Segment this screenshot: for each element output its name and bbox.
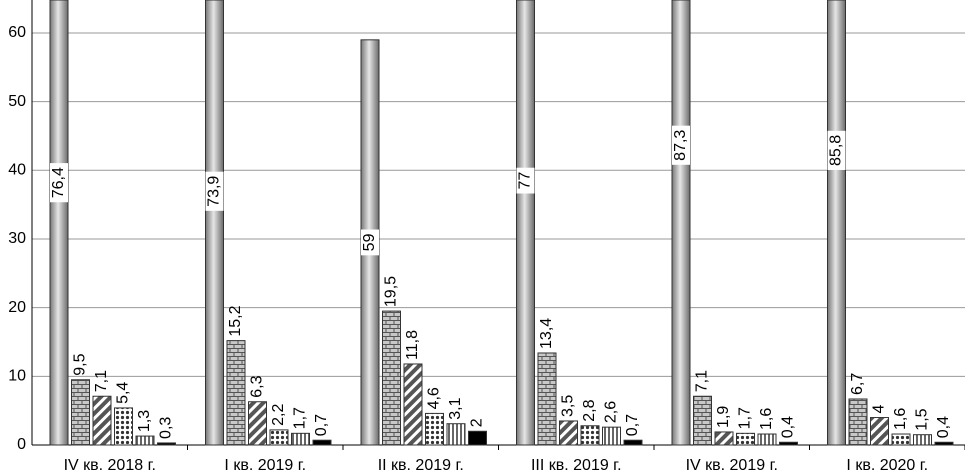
value-label: 76,4 <box>50 167 67 198</box>
bar <box>114 407 133 446</box>
y-tick-label: 50 <box>8 93 26 110</box>
bar <box>671 0 691 446</box>
value-label: 2,2 <box>270 404 287 426</box>
bar <box>468 430 487 446</box>
bar <box>848 398 868 446</box>
value-label: 1,5 <box>914 408 931 430</box>
bar <box>580 425 600 446</box>
bar <box>446 423 466 446</box>
value-label: 2,6 <box>603 401 620 423</box>
bar <box>269 429 289 446</box>
x-tick-label: II кв. 2019 г. <box>378 457 464 474</box>
value-label: 7,1 <box>93 370 110 392</box>
bar <box>71 379 90 446</box>
value-label: 87,3 <box>672 130 689 161</box>
value-label: 1,6 <box>758 408 775 430</box>
bar <box>559 420 578 446</box>
value-label-background <box>672 125 690 165</box>
value-label-background <box>516 167 535 194</box>
bar <box>157 442 176 446</box>
bar <box>92 395 112 446</box>
x-tick-label: I кв. 2020 г. <box>846 457 928 474</box>
bar <box>537 352 557 446</box>
y-tick-label: 10 <box>8 368 26 385</box>
value-label: 0,4 <box>780 416 797 438</box>
y-tick-label: 30 <box>8 230 26 247</box>
value-label: 2 <box>469 418 486 427</box>
bar <box>425 412 444 446</box>
bar <box>516 0 535 446</box>
value-label: 2,8 <box>581 399 598 421</box>
value-label: 1,7 <box>737 407 754 429</box>
bar <box>693 395 712 446</box>
bar <box>779 441 798 446</box>
bar <box>382 310 401 446</box>
value-label-background <box>50 163 68 203</box>
bar <box>602 426 621 446</box>
value-label: 6,7 <box>849 373 866 395</box>
bar <box>827 0 846 446</box>
value-label: 5,4 <box>115 382 132 404</box>
bar <box>205 0 224 446</box>
x-tick-label: IV кв. 2019 г. <box>686 457 778 474</box>
value-label: 0,4 <box>935 416 952 438</box>
bar <box>736 432 755 446</box>
value-label-background <box>827 130 846 170</box>
bar <box>891 433 911 446</box>
value-label-background <box>205 171 224 211</box>
value-label: 77 <box>517 172 534 190</box>
value-label: 9,5 <box>72 353 89 375</box>
value-label: 3,1 <box>447 397 464 419</box>
value-label: 59 <box>361 233 378 251</box>
value-label: 3,5 <box>560 395 577 417</box>
value-label: 1,6 <box>892 408 909 430</box>
value-label: 73,9 <box>206 176 223 207</box>
x-tick-label: IV кв. 2018 г. <box>64 457 156 474</box>
y-tick-label: 60 <box>8 24 26 41</box>
bar <box>135 435 155 446</box>
value-label: 4 <box>871 405 888 414</box>
value-label: 0,7 <box>313 414 330 436</box>
y-tick-label: 20 <box>8 299 26 316</box>
value-label-background <box>361 229 379 256</box>
value-label: 85,8 <box>828 135 845 166</box>
bar <box>49 0 69 446</box>
x-tick-label: III кв. 2019 г. <box>531 457 622 474</box>
value-label: 13,4 <box>538 318 555 349</box>
bar <box>291 432 310 446</box>
bar <box>312 439 332 446</box>
value-label: 1,9 <box>715 406 732 428</box>
value-label: 7,1 <box>694 370 711 392</box>
bar <box>403 363 423 446</box>
bar <box>714 431 734 446</box>
bar <box>248 401 267 446</box>
y-tick-label: 40 <box>8 162 26 179</box>
value-label: 19,5 <box>383 276 400 307</box>
value-label: 0,3 <box>158 417 175 439</box>
bar <box>757 433 777 446</box>
value-label: 15,2 <box>227 305 244 336</box>
value-label: 1,3 <box>136 410 153 432</box>
value-label: 0,7 <box>624 414 641 436</box>
bar <box>623 439 643 446</box>
x-tick-label: I кв. 2019 г. <box>224 457 306 474</box>
bar <box>913 434 932 446</box>
bar <box>870 417 889 446</box>
value-label: 4,6 <box>426 387 443 409</box>
value-label: 11,8 <box>404 330 421 360</box>
bar <box>934 441 954 446</box>
y-tick-label: 0 <box>17 436 26 453</box>
value-label: 6,3 <box>249 375 266 397</box>
value-label: 1,7 <box>292 407 309 429</box>
bar <box>226 340 246 446</box>
